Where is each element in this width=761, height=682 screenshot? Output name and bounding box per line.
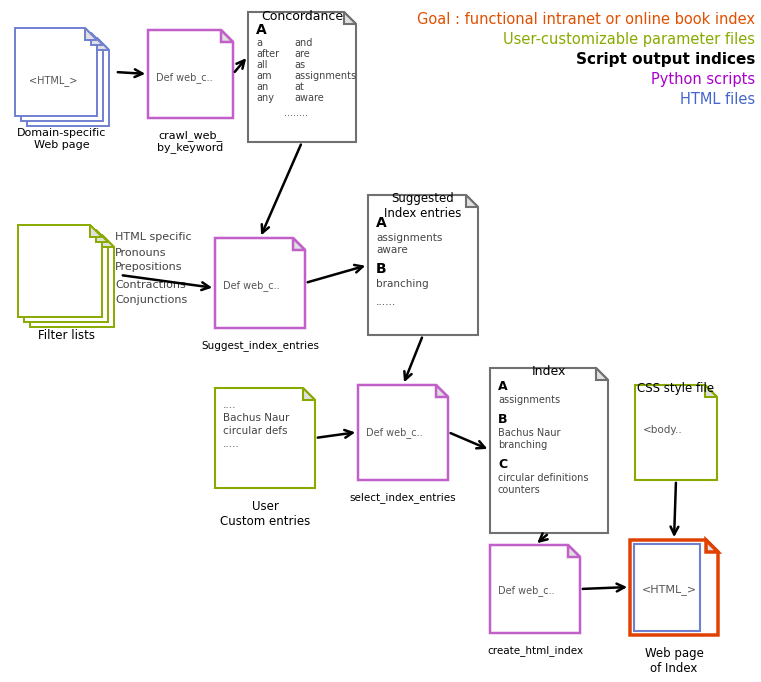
Polygon shape — [490, 368, 608, 533]
Text: branching: branching — [498, 440, 547, 450]
Text: C: C — [498, 458, 507, 471]
Text: select_index_entries: select_index_entries — [350, 492, 457, 503]
Text: all: all — [256, 60, 268, 70]
Text: Filter lists: Filter lists — [37, 329, 94, 342]
Polygon shape — [635, 385, 717, 480]
Text: circular defs: circular defs — [223, 426, 288, 436]
Polygon shape — [90, 225, 102, 237]
Text: Def web_c..: Def web_c.. — [366, 427, 422, 438]
Polygon shape — [215, 388, 315, 488]
Text: assignments: assignments — [498, 395, 560, 405]
Text: Suggested
Index entries: Suggested Index entries — [384, 192, 462, 220]
Text: after: after — [256, 49, 279, 59]
Polygon shape — [248, 12, 356, 142]
Text: at: at — [294, 82, 304, 92]
Polygon shape — [358, 385, 448, 480]
Text: Conjunctions: Conjunctions — [115, 295, 187, 305]
Text: and: and — [294, 38, 312, 48]
Text: Contractions: Contractions — [115, 280, 186, 290]
Text: am: am — [256, 71, 272, 81]
Polygon shape — [436, 385, 448, 397]
Polygon shape — [368, 195, 478, 335]
Polygon shape — [21, 33, 103, 121]
Bar — [634, 544, 700, 631]
Text: crawl_web_
by_keyword: crawl_web_ by_keyword — [157, 130, 223, 153]
Text: ........: ........ — [284, 108, 308, 118]
Text: Web page
of Index: Web page of Index — [645, 647, 703, 675]
Text: a: a — [256, 38, 262, 48]
Text: assignments: assignments — [376, 233, 442, 243]
Polygon shape — [85, 28, 97, 40]
Polygon shape — [596, 368, 608, 380]
Text: ....: .... — [223, 400, 237, 410]
Text: branching: branching — [376, 279, 428, 289]
Text: B: B — [376, 262, 387, 276]
Text: .....: ..... — [223, 439, 240, 449]
Text: Pronouns: Pronouns — [115, 248, 167, 258]
Polygon shape — [91, 33, 103, 45]
Text: as: as — [294, 60, 305, 70]
Polygon shape — [148, 30, 233, 118]
Text: an: an — [256, 82, 268, 92]
Text: <HTML_>: <HTML_> — [29, 75, 78, 86]
Text: circular definitions: circular definitions — [498, 473, 588, 483]
Text: any: any — [256, 93, 274, 103]
Polygon shape — [221, 30, 233, 42]
Text: <HTML_>: <HTML_> — [642, 584, 697, 595]
Text: Suggest_index_entries: Suggest_index_entries — [201, 340, 319, 351]
Polygon shape — [215, 238, 305, 328]
Polygon shape — [466, 195, 478, 207]
Text: counters: counters — [498, 485, 541, 495]
Polygon shape — [568, 545, 580, 557]
Polygon shape — [490, 545, 580, 633]
Polygon shape — [706, 540, 718, 552]
Text: ......: ...... — [376, 297, 396, 307]
Polygon shape — [344, 12, 356, 24]
Polygon shape — [97, 38, 109, 50]
Text: A: A — [498, 380, 508, 393]
Polygon shape — [102, 235, 114, 247]
Text: Bachus Naur: Bachus Naur — [223, 413, 289, 423]
Polygon shape — [27, 38, 109, 126]
Text: User-customizable parameter files: User-customizable parameter files — [503, 32, 755, 47]
Polygon shape — [630, 540, 718, 635]
Polygon shape — [18, 225, 102, 317]
Text: A: A — [256, 23, 267, 37]
Text: A: A — [376, 216, 387, 230]
Text: Bachus Naur: Bachus Naur — [498, 428, 561, 438]
Text: HTML files: HTML files — [680, 92, 755, 107]
Polygon shape — [705, 385, 717, 397]
Text: Python scripts: Python scripts — [651, 72, 755, 87]
Text: <body..: <body.. — [643, 425, 683, 435]
Polygon shape — [96, 230, 108, 242]
Text: B: B — [498, 413, 508, 426]
Text: Goal : functional intranet or online book index: Goal : functional intranet or online boo… — [417, 12, 755, 27]
Text: Prepositions: Prepositions — [115, 262, 183, 272]
Polygon shape — [30, 235, 114, 327]
Text: User
Custom entries: User Custom entries — [220, 500, 310, 528]
Text: Def web_c..: Def web_c.. — [498, 585, 555, 596]
Text: aware: aware — [376, 245, 408, 255]
Text: Def web_c..: Def web_c.. — [156, 72, 212, 83]
Text: aware: aware — [294, 93, 323, 103]
Text: Def web_c..: Def web_c.. — [223, 280, 279, 291]
Text: Concordance: Concordance — [261, 10, 343, 23]
Text: Index: Index — [532, 365, 566, 378]
Text: create_html_index: create_html_index — [487, 645, 583, 656]
Text: CSS style file: CSS style file — [638, 382, 715, 395]
Text: HTML specific: HTML specific — [115, 232, 192, 242]
Text: Domain-specific
Web page: Domain-specific Web page — [18, 128, 107, 149]
Polygon shape — [293, 238, 305, 250]
Polygon shape — [303, 388, 315, 400]
Polygon shape — [24, 230, 108, 322]
Text: are: are — [294, 49, 310, 59]
Text: Script output indices: Script output indices — [575, 52, 755, 67]
Polygon shape — [15, 28, 97, 116]
Text: assignments: assignments — [294, 71, 356, 81]
